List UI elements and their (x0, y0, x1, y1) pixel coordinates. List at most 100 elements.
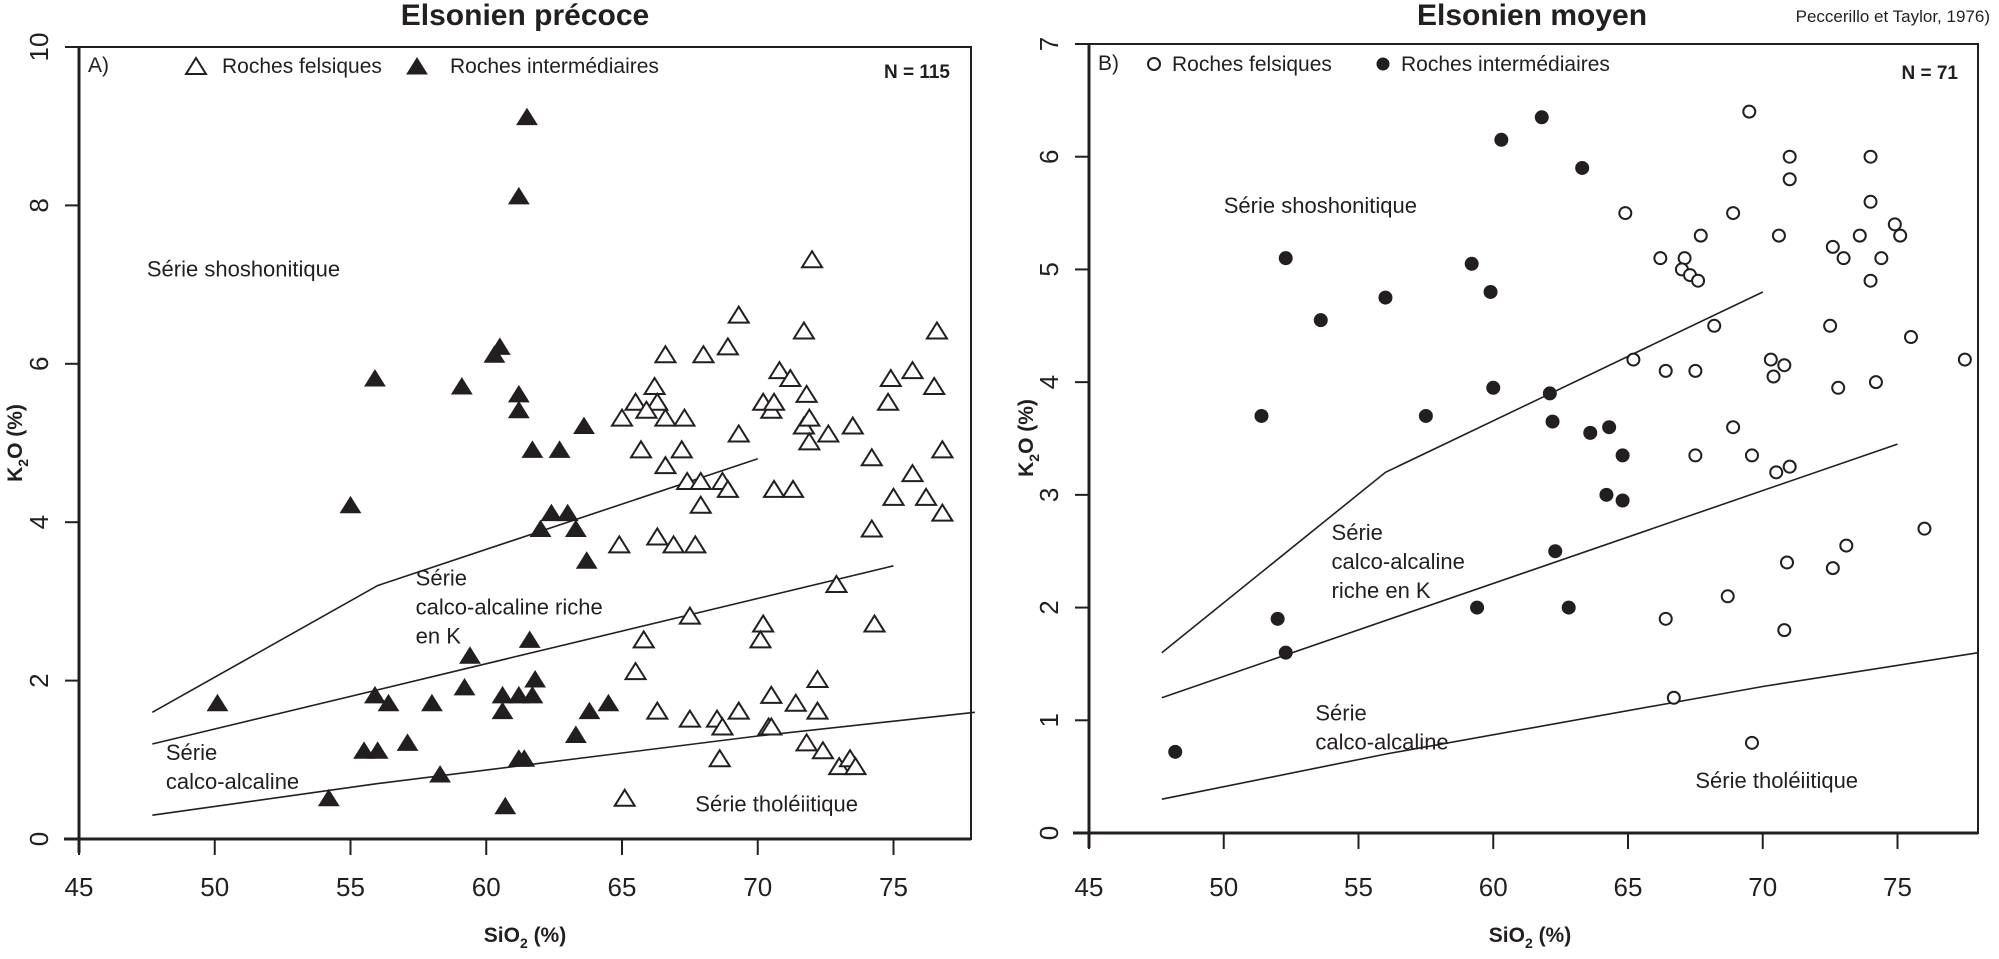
felsic-point (794, 732, 819, 752)
intermediate-point (1548, 544, 1563, 559)
y-tick-label: 6 (24, 357, 54, 371)
y-tick-label: 5 (1034, 262, 1064, 276)
felsic-point (762, 479, 786, 498)
intermediate-point (459, 646, 481, 664)
intermediate-point (1602, 420, 1617, 435)
intermediate-point (1486, 380, 1501, 395)
intermediate-point (507, 400, 530, 419)
intermediate-point (1615, 493, 1630, 508)
panel-b-x-ticks: 45 50 55 60 65 70 75 (1075, 833, 1912, 902)
felsic-point (645, 391, 670, 411)
felsic-point (645, 700, 670, 720)
felsic-point (859, 447, 884, 467)
felsic-point (797, 431, 822, 451)
x-tick-label: 50 (200, 872, 229, 902)
x-tick-label: 50 (1209, 872, 1238, 902)
felsic-point (607, 534, 632, 554)
y-tick-label: 6 (1034, 149, 1064, 163)
felsic-point (1658, 611, 1673, 626)
felsic-point (925, 320, 949, 340)
intermediate-point (453, 677, 476, 696)
panel-b-boundary-lines (1161, 291, 1979, 800)
felsic-point (653, 407, 678, 427)
region-label: Série calco-alcaline riche en K (416, 566, 603, 649)
felsic-point (1658, 363, 1673, 378)
felsic-point (1742, 104, 1757, 119)
series-boundary-line (151, 458, 759, 713)
y-tick-label: 2 (1034, 600, 1064, 614)
felsic-point (688, 471, 713, 490)
felsic-point (1707, 318, 1722, 333)
felsic-point (1917, 521, 1932, 536)
intermediate-point (1464, 256, 1479, 271)
x-tick-label: 45 (65, 872, 94, 902)
x-tick-label: 70 (1748, 872, 1777, 902)
felsic-point (862, 613, 887, 633)
felsic-point (716, 479, 740, 498)
felsic-point (876, 391, 900, 411)
felsic-point (762, 391, 786, 411)
intermediate-point (491, 685, 514, 704)
region-label: Série tholéiitique (1695, 768, 1858, 793)
felsic-point (1957, 352, 1972, 367)
felsic-point (653, 344, 678, 364)
intermediate-point (521, 440, 544, 458)
panel-b-frame (1088, 43, 1979, 834)
x-tick-label: 45 (1075, 872, 1104, 902)
panel-b-elsonien-moyen: Elsonien moyen Peccerillo et Taylor, 197… (1015, 0, 1990, 951)
intermediate-point (573, 416, 595, 435)
x-tick-label: 55 (1344, 872, 1373, 902)
felsic-point (726, 423, 751, 443)
intermediate-point (507, 384, 530, 403)
felsic-point (824, 574, 849, 593)
felsic-point (1782, 172, 1797, 187)
felsic-point (629, 439, 653, 459)
felsic-point (783, 692, 808, 712)
intermediate-point (575, 551, 598, 569)
felsic-point (1782, 459, 1797, 474)
felsic-point (805, 669, 830, 688)
panel-b-legend: Roches felsiques Roches intermédiaires (1147, 53, 1610, 76)
x-tick-label: 70 (743, 872, 772, 902)
felsic-point (1839, 538, 1854, 553)
felsic-point (716, 336, 740, 356)
felsic-point (691, 344, 716, 364)
felsic-point (642, 376, 667, 395)
felsic-point (811, 740, 835, 760)
panel-a-y-ticks: 0 2 4 6 8 10 (24, 33, 79, 846)
reference-note: Peccerillo et Taylor, 1976) (1796, 7, 1990, 26)
x-tick-label: 60 (1479, 872, 1508, 902)
intermediate-point (1470, 600, 1485, 615)
panel-a-elsonien-precoce: Elsonien précoce 45 50 55 60 65 70 75 0246810 … (4, 0, 975, 951)
felsic-point (1691, 273, 1706, 288)
felsic-point (1766, 369, 1781, 384)
felsic-point (1618, 206, 1633, 221)
felsic-point (881, 486, 906, 506)
felsic-point (1677, 251, 1692, 266)
felsic-point (1831, 380, 1846, 395)
intermediate-point (564, 519, 587, 538)
felsic-point (1744, 735, 1759, 750)
felsic-point (1720, 589, 1735, 604)
series-boundary-line (1161, 443, 1898, 699)
intermediate-point (597, 693, 620, 712)
felsic-point (1726, 206, 1741, 221)
felsic-point (914, 486, 938, 506)
y-tick-label: 1 (1034, 713, 1064, 727)
panel-b-tag: B) (1098, 52, 1119, 75)
x-tick-label: 55 (336, 872, 365, 902)
y-tick-label: 4 (1034, 375, 1064, 389)
felsic-point (1825, 561, 1840, 576)
felsic-point (1744, 448, 1759, 463)
felsic-point (840, 415, 865, 435)
panel-b-region-labels: Série shoshonitique Série calco-alcaline ri… (1224, 193, 1858, 793)
region-label: Série calco-alcaline (1315, 700, 1448, 754)
intermediate-point (1270, 611, 1285, 626)
felsic-point (900, 360, 925, 380)
felsic-point (922, 376, 947, 395)
felsic-point (878, 368, 903, 388)
panel-a-x-ticks: 45 50 55 60 65 70 75 (65, 839, 908, 902)
intermediate-point (1254, 408, 1269, 423)
felsic-point (1626, 352, 1641, 367)
